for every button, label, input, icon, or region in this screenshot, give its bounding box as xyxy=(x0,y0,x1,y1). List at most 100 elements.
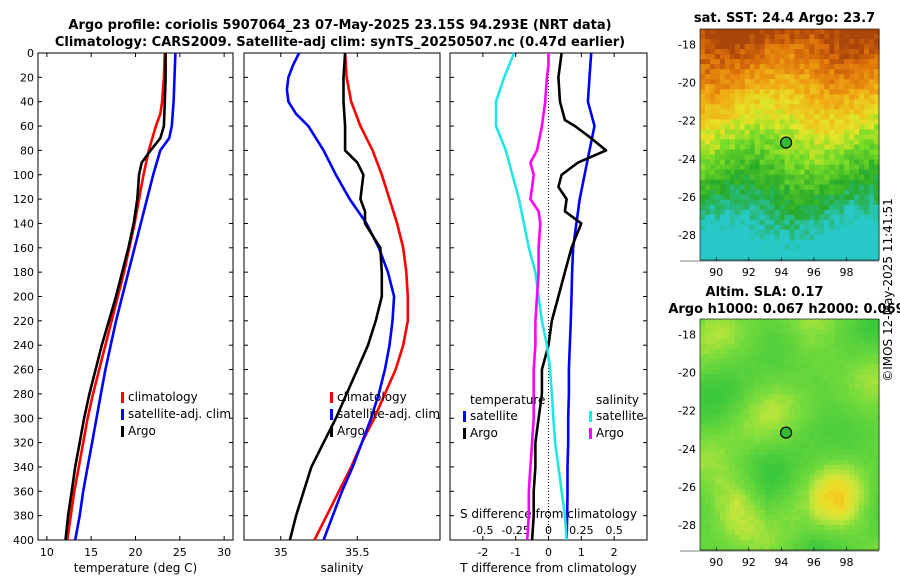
heatmap-cell xyxy=(774,479,781,486)
heatmap-cell xyxy=(784,189,791,196)
heatmap-cell xyxy=(734,49,741,55)
heatmap-cell xyxy=(769,499,776,506)
heatmap-cell xyxy=(854,49,860,55)
heatmap-cell xyxy=(739,34,746,40)
heatmap-cell xyxy=(769,379,776,385)
heatmap-cell xyxy=(704,434,711,441)
heatmap-cell xyxy=(869,204,875,211)
heatmap-cell xyxy=(799,394,806,400)
heatmap-cell xyxy=(759,384,766,390)
heatmap-cell xyxy=(769,389,776,395)
heatmap-cell xyxy=(759,409,766,416)
heatmap-cell xyxy=(764,444,771,451)
heatmap-cell xyxy=(739,399,746,405)
heatmap-cell xyxy=(700,204,706,211)
heatmap-cell xyxy=(819,149,825,156)
heatmap-cell xyxy=(874,409,880,416)
heatmap-cell xyxy=(829,509,835,516)
heatmap-cell xyxy=(854,474,860,481)
heatmap-cell xyxy=(774,159,781,166)
heatmap-cell xyxy=(714,159,721,166)
heatmap-cell xyxy=(789,94,796,100)
heatmap-cell xyxy=(754,149,761,156)
heatmap-cell xyxy=(784,534,791,541)
heatmap-cell xyxy=(784,74,791,80)
heatmap-cell xyxy=(774,154,781,161)
heatmap-cell xyxy=(839,49,845,55)
heatmap-cell xyxy=(734,439,741,446)
heatmap-cell xyxy=(784,179,791,186)
heatmap-cell xyxy=(709,34,716,40)
heatmap-cell xyxy=(704,114,711,120)
heatmap-cell xyxy=(799,74,806,80)
heatmap-cell xyxy=(700,34,706,40)
heatmap-cell xyxy=(700,79,706,85)
heatmap-cell xyxy=(839,114,845,120)
heatmap-cell xyxy=(824,174,830,181)
heatmap-cell xyxy=(784,154,791,161)
heatmap-cell xyxy=(784,209,791,216)
heatmap-cell xyxy=(844,169,850,176)
heatmap-cell xyxy=(824,544,830,551)
heatmap-cell xyxy=(804,179,810,186)
heatmap-cell xyxy=(729,189,736,196)
heatmap-cell xyxy=(829,439,835,446)
heatmap-cell xyxy=(834,499,840,506)
heatmap-cell xyxy=(779,409,786,416)
heatmap-cell xyxy=(749,54,756,60)
heatmap-cell xyxy=(804,524,810,531)
heatmap-cell xyxy=(794,509,801,516)
x-tick-label: -2 xyxy=(477,546,488,559)
heatmap-cell xyxy=(829,44,835,50)
heatmap-cell xyxy=(839,69,845,75)
heatmap-cell xyxy=(874,129,880,136)
heatmap-cell xyxy=(700,169,706,176)
heatmap-cell xyxy=(804,244,810,251)
heatmap-cell xyxy=(739,339,746,345)
heatmap-cell xyxy=(864,504,870,511)
heatmap-cell xyxy=(859,434,865,441)
map-y-tick-label: -24 xyxy=(678,153,696,166)
heatmap-cell xyxy=(714,339,721,345)
heatmap-cell xyxy=(819,429,825,436)
heatmap-cell xyxy=(749,104,756,110)
heatmap-cell xyxy=(849,99,855,105)
heatmap-cell xyxy=(849,349,855,355)
heatmap-cell xyxy=(729,434,736,441)
heatmap-cell xyxy=(739,464,746,471)
heatmap-cell xyxy=(734,459,741,466)
heatmap-cell xyxy=(809,329,815,335)
heatmap-cell xyxy=(864,109,870,115)
heatmap-cell xyxy=(844,139,850,146)
y-tick-label: 140 xyxy=(13,217,34,230)
heatmap-cell xyxy=(729,194,736,201)
heatmap-cell xyxy=(724,469,731,476)
heatmap-cell xyxy=(714,179,721,186)
heatmap-cell xyxy=(729,214,736,221)
heatmap-cell xyxy=(734,39,741,45)
heatmap-cell xyxy=(829,239,835,246)
heatmap-cell xyxy=(724,229,731,236)
heatmap-cell xyxy=(754,414,761,421)
heatmap-cell xyxy=(859,379,865,385)
heatmap-cell xyxy=(859,189,865,196)
heatmap-cell xyxy=(724,479,731,486)
heatmap-cell xyxy=(784,339,791,345)
heatmap-cell xyxy=(799,39,806,45)
heatmap-cell xyxy=(774,214,781,221)
heatmap-cell xyxy=(774,179,781,186)
heatmap-cell xyxy=(700,94,706,100)
heatmap-cell xyxy=(809,199,815,206)
heatmap-cell xyxy=(724,359,731,365)
heatmap-cell xyxy=(869,139,875,146)
heatmap-cell xyxy=(739,349,746,355)
heatmap-cell xyxy=(839,99,845,105)
heatmap-cell xyxy=(864,494,870,501)
heatmap-cell xyxy=(749,449,756,456)
heatmap-cell xyxy=(729,344,736,350)
heatmap-cell xyxy=(799,139,806,146)
heatmap-cell xyxy=(859,509,865,516)
heatmap-cell xyxy=(874,499,880,506)
heatmap-cell xyxy=(799,369,806,375)
heatmap-cell xyxy=(714,344,721,350)
